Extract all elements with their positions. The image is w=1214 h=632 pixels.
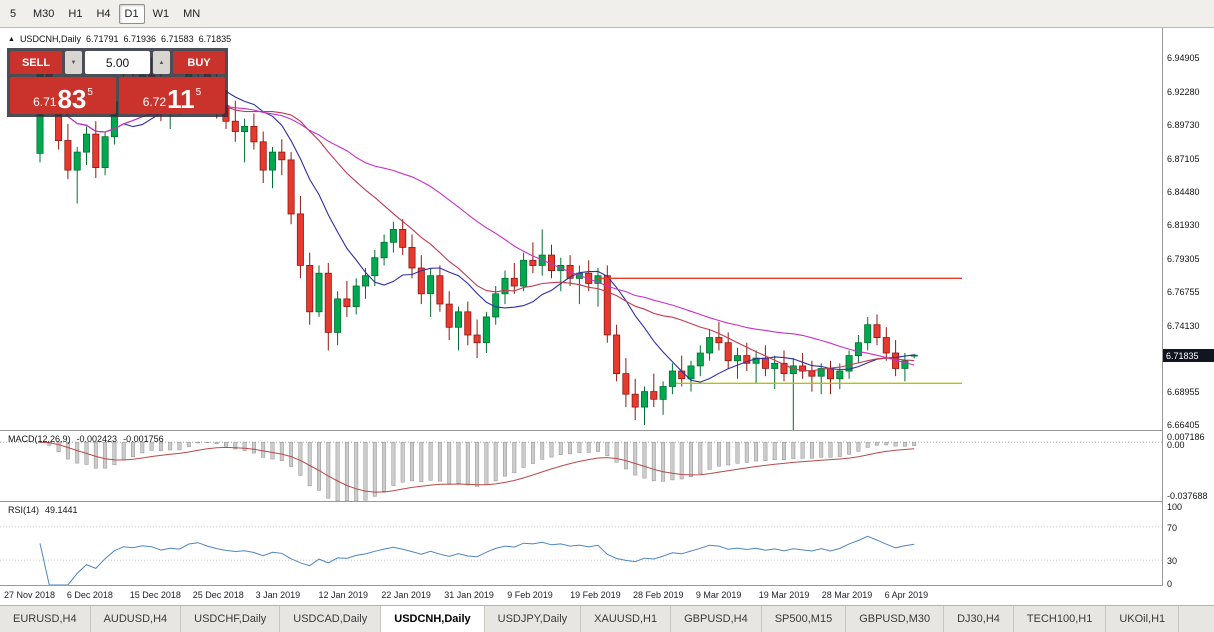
rsi-value: 49.1441 xyxy=(45,505,78,515)
price-tick-label: 6.79305 xyxy=(1167,254,1200,264)
chart-tab-sp500-m15[interactable]: SP500,M15 xyxy=(762,606,847,632)
chart-tab-usdjpy-daily[interactable]: USDJPY,Daily xyxy=(485,606,582,632)
timeframe-button-d1[interactable]: D1 xyxy=(118,3,145,24)
time-axis-label: 27 Nov 2018 xyxy=(4,590,56,600)
time-axis-label: 3 Jan 2019 xyxy=(255,590,301,600)
time-axis-label: 9 Mar 2019 xyxy=(695,590,742,600)
rsi-chart[interactable] xyxy=(0,502,1162,585)
sell-price-fraction: 5 xyxy=(87,87,93,98)
time-axis-label: 28 Feb 2019 xyxy=(633,590,684,600)
buy-price-fraction: 5 xyxy=(195,87,202,98)
chart-tabbar: EURUSD,H4 AUDUSD,H4 USDCHF,Daily USDCAD,Dai… xyxy=(0,605,1214,632)
chart-window: ▲ USDCNH,Daily 6.71791 6.71936 6.71583 6… xyxy=(0,28,1214,605)
macd-value: -0.002423 xyxy=(76,434,118,444)
ohlc-close: 6.71835 xyxy=(198,34,232,44)
macd-label: MACD(12,26,9) -0.002423 -0.001756 xyxy=(8,434,164,444)
macd-pane[interactable]: MACD(12,26,9) -0.002423 -0.001756 xyxy=(0,431,1214,502)
volume-input[interactable]: 5.00 xyxy=(85,51,150,74)
chart-symbol-label: USDCNH,Daily xyxy=(19,34,81,44)
chart-tab-gbpusd-m30[interactable]: GBPUSD,M30 xyxy=(846,606,945,632)
price-tick-label: 6.66405 xyxy=(1167,420,1200,430)
one-click-trading-panel: SELL ▼ 5.00 ▲ BUY 6.71 83 5 6.72 11 5 xyxy=(7,48,228,117)
time-axis-label: 6 Dec 2018 xyxy=(66,590,113,600)
chart-tab-usdchf-daily[interactable]: USDCHF,Daily xyxy=(181,606,281,632)
macd-chart[interactable] xyxy=(0,431,1162,501)
chevron-up-icon: ▲ xyxy=(158,59,165,66)
chart-tab-audusd-h4[interactable]: AUDUSD,H4 xyxy=(91,606,182,632)
buy-price-pips: 11 xyxy=(167,84,195,114)
rsi-label: RSI(14) 49.1441 xyxy=(8,505,78,515)
macd-title: MACD(12,26,9) xyxy=(8,434,71,444)
timeframe-button-mn[interactable]: MN xyxy=(183,7,201,20)
time-axis-label: 9 Feb 2019 xyxy=(507,590,553,600)
macd-scale-label: -0.037688 xyxy=(1167,491,1208,501)
timeframe-button-w1[interactable]: W1 xyxy=(152,7,170,20)
buy-price-prefix: 6.72 xyxy=(142,95,167,109)
rsi-pane[interactable]: RSI(14) 49.1441 xyxy=(0,502,1214,586)
rsi-scale-label: 100 xyxy=(1167,502,1183,512)
price-tick-label: 6.94905 xyxy=(1167,53,1200,63)
timeframe-button-m30[interactable]: M30 xyxy=(33,7,55,20)
current-price-badge: 6.71835 xyxy=(1163,349,1214,362)
sell-price-pips: 83 xyxy=(57,84,87,114)
ohlc-open: 6.71791 xyxy=(85,34,119,44)
chart-tab-dj30-h4[interactable]: DJ30,H4 xyxy=(944,606,1014,632)
price-tick-label: 6.84480 xyxy=(1167,187,1200,197)
time-axis-label: 25 Dec 2018 xyxy=(192,590,244,600)
price-tick-label: 6.68955 xyxy=(1167,387,1200,397)
volume-decrease-button[interactable]: ▼ xyxy=(65,51,82,74)
buy-button[interactable]: BUY xyxy=(173,51,225,74)
macd-scale-label: 0.00 xyxy=(1167,440,1185,450)
chart-tab-tech100-h1[interactable]: TECH100,H1 xyxy=(1014,606,1107,632)
buy-price[interactable]: 6.72 11 5 xyxy=(119,77,225,114)
rsi-scale-label: 70 xyxy=(1167,523,1178,533)
time-axis-label: 31 Jan 2019 xyxy=(444,590,494,600)
time-axis-label: 19 Mar 2019 xyxy=(758,590,810,600)
ohlc-low: 6.71583 xyxy=(161,34,194,44)
time-axis-label: 19 Feb 2019 xyxy=(570,590,621,600)
timeframe-button-h1[interactable]: H1 xyxy=(68,7,83,20)
time-axis-label: 22 Jan 2019 xyxy=(381,590,431,600)
time-axis[interactable]: 27 Nov 2018 6 Dec 2018 15 Dec 2018 25 Dec 2… xyxy=(0,586,1214,605)
time-axis-label: 12 Jan 2019 xyxy=(318,590,369,600)
sell-button[interactable]: SELL xyxy=(10,51,62,74)
chart-tab-xauusd-h1[interactable]: XAUUSD,H1 xyxy=(581,606,672,632)
chart-tab-usdcad-daily[interactable]: USDCAD,Daily xyxy=(280,606,382,632)
time-axis-label: 15 Dec 2018 xyxy=(129,590,181,600)
candlestick-chart[interactable] xyxy=(0,28,1162,430)
price-pane[interactable]: ▲ USDCNH,Daily 6.71791 6.71936 6.71583 6… xyxy=(0,28,1214,431)
volume-increase-button[interactable]: ▲ xyxy=(153,51,170,74)
rsi-title: RSI(14) xyxy=(8,505,40,515)
macd-signal-value: -0.001756 xyxy=(123,434,164,444)
chevron-down-icon: ▼ xyxy=(70,59,77,66)
chart-tab-usdcnh-daily[interactable]: USDCNH,Daily xyxy=(381,606,485,632)
rsi-scale-label: 0 xyxy=(1167,579,1173,589)
ohlc-high: 6.71936 xyxy=(123,34,157,44)
timeframe-button-5[interactable]: 5 xyxy=(9,7,17,20)
timeframe-button-h4[interactable]: H4 xyxy=(96,7,111,20)
chart-tab-gbpusd-h4[interactable]: GBPUSD,H4 xyxy=(671,606,762,632)
time-axis-label: 28 Mar 2019 xyxy=(821,590,873,600)
price-tick-label: 6.76755 xyxy=(1167,287,1200,297)
price-tick-label: 6.89730 xyxy=(1167,120,1200,130)
macd-scale-label: 0.007186 xyxy=(1167,432,1205,442)
price-tick-label: 6.74130 xyxy=(1167,321,1200,331)
timeframe-toolbar: 5 M30 H1 H4 D1 W1 MN xyxy=(0,0,1214,28)
rsi-scale-label: 30 xyxy=(1167,556,1178,566)
sell-price-prefix: 6.71 xyxy=(33,95,57,109)
price-tick-label: 6.92280 xyxy=(1167,87,1200,97)
chart-header: ▲ USDCNH,Daily 6.71791 6.71936 6.71583 6… xyxy=(8,34,231,44)
price-tick-label: 6.81930 xyxy=(1167,220,1200,230)
chart-tab-eurusd-h4[interactable]: EURUSD,H4 xyxy=(0,606,91,632)
price-tick-label: 6.87105 xyxy=(1167,154,1200,164)
time-axis-label: 6 Apr 2019 xyxy=(884,590,929,600)
symbol-arrow-icon: ▲ xyxy=(8,35,15,43)
price-scale[interactable]: 6.71835 6.94905 6.92280 6.89730 6.87105 6.84… xyxy=(1162,28,1214,589)
chart-tab-ukoil-h1[interactable]: UKOil,H1 xyxy=(1106,606,1180,632)
sell-price[interactable]: 6.71 83 5 xyxy=(10,77,116,114)
